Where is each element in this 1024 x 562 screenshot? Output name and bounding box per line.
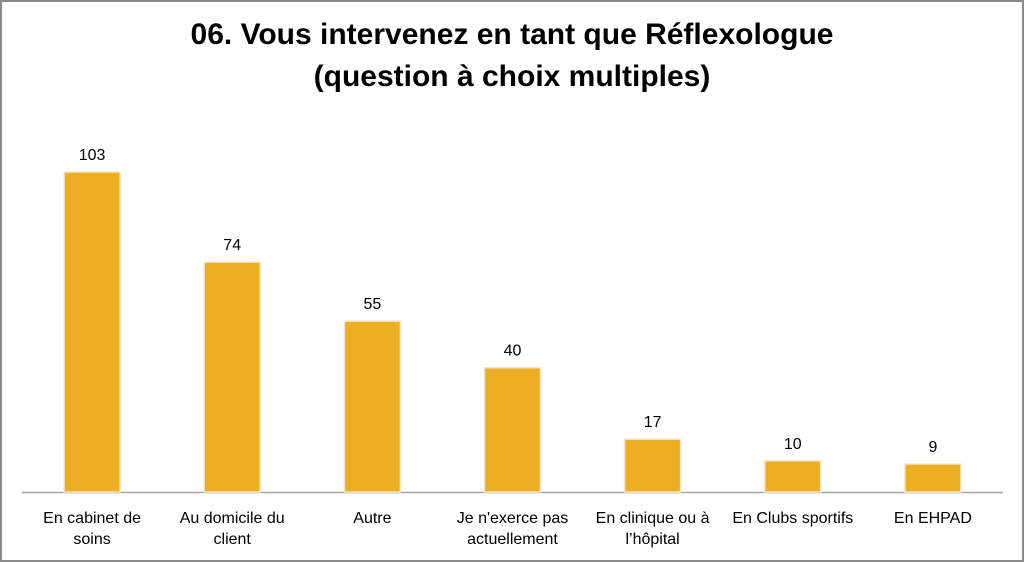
- chart-title-line-2: (question à choix multiples): [313, 60, 711, 93]
- category-label-2: Autre: [353, 510, 391, 527]
- bar-2: [343, 320, 402, 493]
- category-label-2-line-0: Autre: [353, 510, 391, 527]
- data-label-1: 74: [223, 237, 241, 254]
- data-label-6: 9: [928, 439, 937, 456]
- category-label-1-line-1: client: [214, 531, 252, 548]
- bar-1: [203, 261, 261, 493]
- bar-3: [483, 366, 542, 493]
- chart-title-line-1: 06. Vous intervenez en tant que Réflexol…: [190, 18, 834, 51]
- category-label-0-line-0: En cabinet de: [43, 510, 141, 527]
- data-label-4: 17: [644, 414, 662, 431]
- bar-4: [623, 438, 682, 493]
- category-label-4-line-0: En clinique ou à: [596, 510, 710, 527]
- bar-5: [764, 460, 822, 493]
- category-label-6: En EHPAD: [894, 510, 972, 527]
- bar-6: [904, 463, 962, 493]
- bar-0: [63, 171, 121, 493]
- category-label-4-line-1: l’hôpital: [625, 531, 679, 548]
- data-label-0: 103: [79, 147, 106, 164]
- chart-title: 06. Vous intervenez en tant que Réflexol…: [0, 14, 1024, 98]
- category-label-1-line-0: Au domicile du: [180, 510, 285, 527]
- category-label-1: Au domicile du client: [180, 510, 285, 548]
- category-label-4: En clinique ou à l’hôpital: [596, 510, 710, 548]
- category-label-5: En Clubs sportifs: [732, 510, 853, 527]
- category-label-0: En cabinet de soins: [43, 510, 141, 548]
- data-label-5: 10: [784, 436, 802, 453]
- data-label-3: 40: [504, 343, 522, 360]
- category-label-3: Je n'exerce pas actuellement: [457, 510, 569, 548]
- category-label-6-line-0: En EHPAD: [894, 510, 972, 527]
- data-label-2: 55: [364, 296, 382, 313]
- category-label-5-line-0: En Clubs sportifs: [732, 510, 853, 527]
- category-label-3-line-1: actuellement: [467, 531, 558, 548]
- category-label-3-line-0: Je n'exerce pas: [457, 510, 569, 527]
- category-label-0-line-1: soins: [73, 531, 110, 548]
